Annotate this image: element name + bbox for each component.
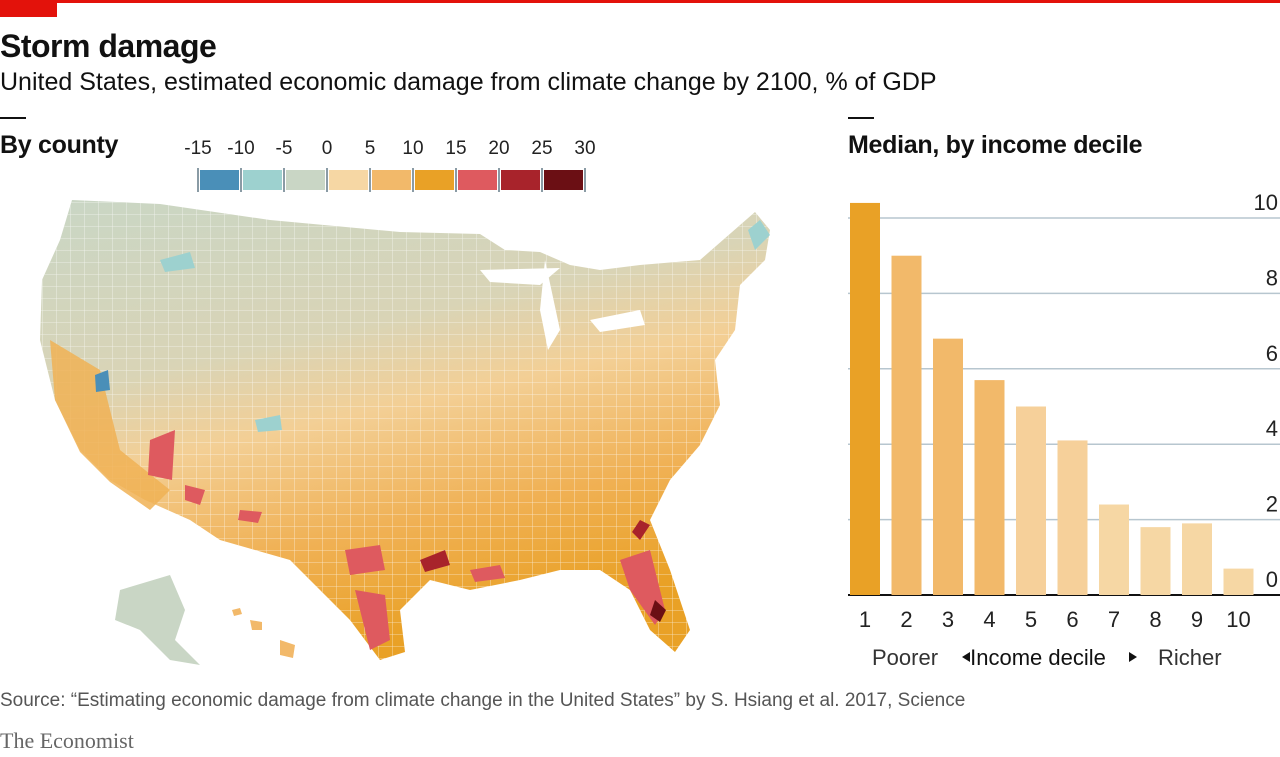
legend-divider — [369, 168, 371, 192]
legend-swatch — [286, 170, 325, 190]
y-tick-label: 6 — [1266, 341, 1278, 366]
legend-tick-label: 20 — [488, 138, 510, 159]
legend-swatch — [329, 170, 368, 190]
legend-divider — [326, 168, 328, 192]
legend-tick-label: 15 — [445, 138, 467, 159]
bar-decile-9 — [1182, 523, 1212, 595]
hawaii-shape — [232, 608, 295, 658]
bar-decile-4 — [974, 380, 1005, 595]
legend-divider — [197, 168, 199, 192]
x-label-richer: Richer — [1158, 645, 1222, 670]
legend-tick-label: 5 — [364, 138, 376, 159]
bar-decile-2 — [891, 255, 922, 595]
legend-divider — [240, 168, 242, 192]
bar-decile-3 — [933, 338, 963, 595]
bar-decile-8 — [1140, 527, 1171, 595]
x-tick-label: 10 — [1226, 607, 1250, 632]
source-note: Source: “Estimating economic damage from… — [0, 690, 966, 711]
x-tick-label: 2 — [900, 607, 912, 632]
us-county-map — [40, 200, 770, 665]
left-arrow-icon — [962, 652, 970, 662]
x-tick-label: 7 — [1108, 607, 1120, 632]
legend-tick-label: -5 — [275, 138, 293, 159]
bar-section-rule — [848, 117, 874, 119]
map-section-rule — [0, 117, 26, 119]
x-tick-label: 5 — [1025, 607, 1037, 632]
x-tick-label: 4 — [983, 607, 995, 632]
chart-title: Storm damage — [0, 28, 217, 64]
economist-red-tab — [0, 0, 57, 17]
bar-heading: Median, by income decile — [848, 131, 1143, 159]
legend-swatch — [458, 170, 497, 190]
x-tick-label: 9 — [1191, 607, 1203, 632]
y-tick-label: 0 — [1266, 567, 1278, 592]
legend-swatch — [372, 170, 411, 190]
x-label-poorer: Poorer — [872, 645, 938, 670]
legend-divider — [455, 168, 457, 192]
legend-tick-label: 25 — [531, 138, 553, 159]
legend-divider — [584, 168, 586, 192]
map-heading: By county — [0, 131, 119, 159]
legend-tick-label: 0 — [321, 138, 333, 159]
bar-decile-6 — [1057, 440, 1088, 595]
chart-subtitle: United States, estimated economic damage… — [0, 68, 937, 96]
legend-tick-label: -15 — [184, 138, 212, 159]
y-tick-label: 8 — [1266, 265, 1278, 290]
x-tick-label: 1 — [859, 607, 871, 632]
top-red-line — [0, 0, 1280, 3]
y-tick-label: 4 — [1266, 416, 1278, 441]
legend-swatch — [544, 170, 583, 190]
legend-tick-label: 30 — [574, 138, 596, 159]
x-tick-label: 8 — [1149, 607, 1161, 632]
legend-divider — [283, 168, 285, 192]
legend-tick-label: 10 — [402, 138, 424, 159]
legend-divider — [541, 168, 543, 192]
legend-swatch — [200, 170, 239, 190]
bar-decile-1 — [850, 202, 880, 596]
legend-swatch — [243, 170, 282, 190]
x-tick-label: 3 — [942, 607, 954, 632]
y-tick-label: 10 — [1254, 190, 1278, 215]
legend-tick-label: -10 — [227, 138, 255, 159]
legend-swatch — [415, 170, 454, 190]
economist-logo-text: The Economist — [0, 728, 134, 753]
right-arrow-icon — [1129, 652, 1137, 662]
bar-decile-5 — [1016, 406, 1046, 595]
y-tick-label: 2 — [1266, 492, 1278, 517]
legend-divider — [498, 168, 500, 192]
bar-decile-7 — [1099, 504, 1129, 595]
alaska-shape — [115, 575, 200, 665]
bar-decile-10 — [1223, 568, 1254, 595]
x-tick-label: 6 — [1066, 607, 1078, 632]
x-label-income-decile: Income decile — [970, 645, 1106, 670]
legend-divider — [412, 168, 414, 192]
legend-swatch — [501, 170, 540, 190]
